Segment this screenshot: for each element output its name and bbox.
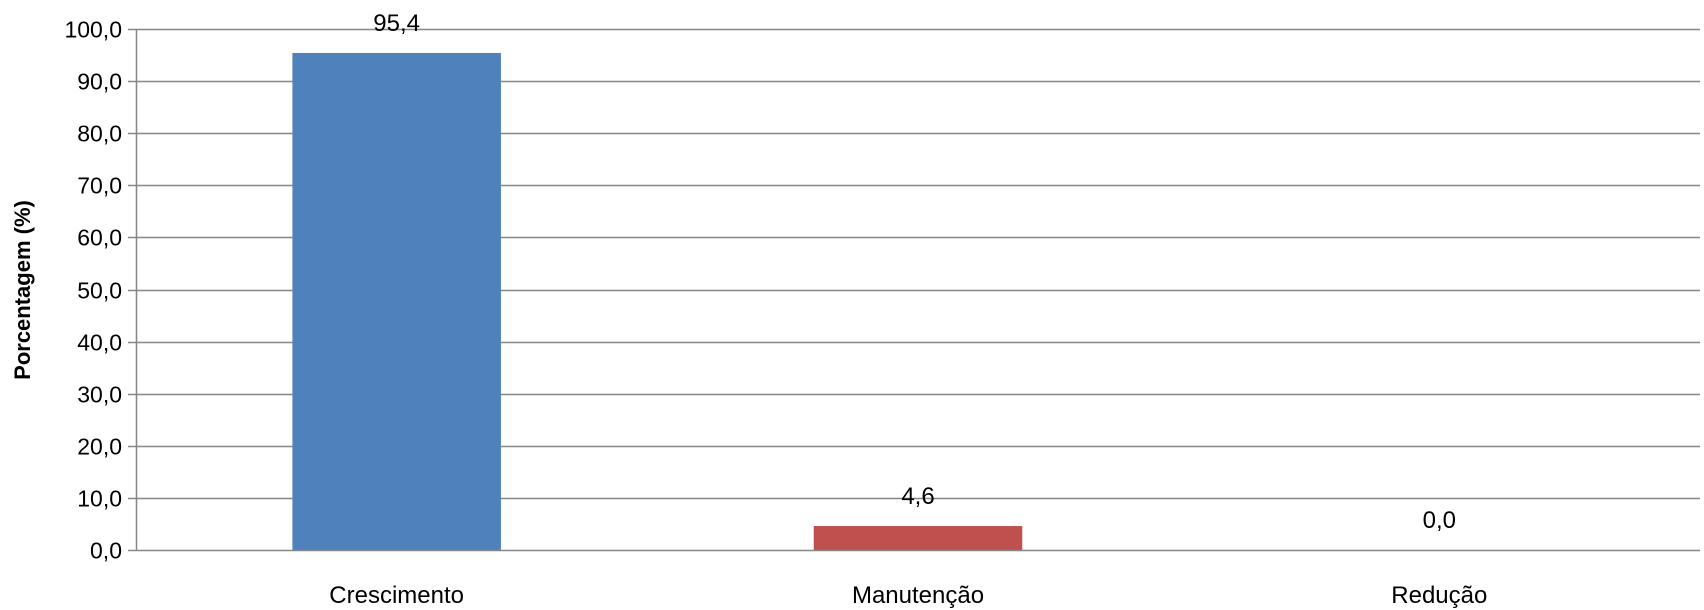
x-category-label: Redução: [1391, 582, 1487, 609]
data-label: 4,6: [901, 483, 934, 510]
x-category-label: Crescimento: [329, 582, 464, 609]
y-tick-label: 90,0: [77, 69, 122, 95]
y-tick-label: 40,0: [77, 330, 122, 356]
bar-crescimento: [292, 52, 501, 550]
x-category-label: Manutenção: [852, 582, 984, 609]
y-tick-label: 60,0: [77, 225, 122, 251]
bar-manuten-o: [813, 526, 1023, 550]
y-axis-title: Porcentagem (%): [10, 200, 35, 380]
y-tick-label: 20,0: [77, 434, 122, 460]
axes: [128, 28, 1700, 552]
y-tick-label: 100,0: [64, 17, 122, 43]
y-tick-label: 10,0: [77, 486, 122, 512]
data-label: 0,0: [1423, 507, 1456, 534]
data-label: 95,4: [373, 10, 420, 37]
y-tick-label: 30,0: [77, 382, 122, 408]
y-tick-label: 70,0: [77, 173, 122, 199]
y-tick-label: 0,0: [90, 538, 122, 564]
y-tick-label: 50,0: [77, 278, 122, 304]
labels: 0,0 10,0 20,0 30,0 40,0 50,0 60,0 70,0 80,0 90,0 1…: [64, 10, 1487, 609]
y-tick-label: 80,0: [77, 121, 122, 147]
bars: [292, 52, 1023, 550]
